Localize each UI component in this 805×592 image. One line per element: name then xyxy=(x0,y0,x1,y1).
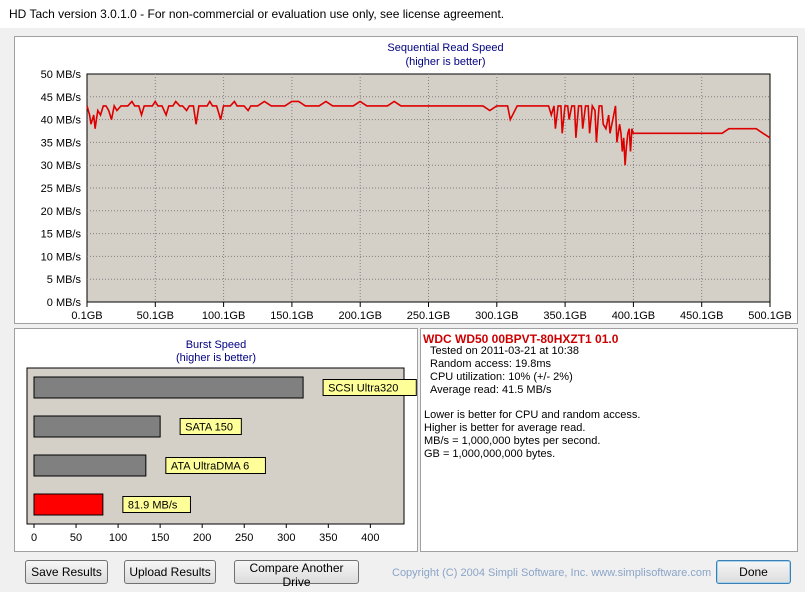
seq-y-tick-label: 50 MB/s xyxy=(41,69,82,81)
note-gb-definition: GB = 1,000,000,000 bytes. xyxy=(424,448,556,460)
compare-another-drive-button[interactable]: Compare Another Drive xyxy=(234,560,359,589)
burst-bar-label: ATA UltraDMA 6 xyxy=(171,461,249,473)
burst-x-tick-label: 250 xyxy=(235,532,253,544)
burst-x-tick-label: 350 xyxy=(319,532,337,544)
burst-bar xyxy=(33,415,161,438)
tested-on-text: Tested on 2011-03-21 at 10:38 xyxy=(430,345,580,357)
seq-y-tick-label: 35 MB/s xyxy=(41,137,82,149)
burst-x-tick-label: 0 xyxy=(31,532,37,544)
seq-chart-subtitle: (higher is better) xyxy=(405,56,485,68)
seq-x-tick-label: 100.1GB xyxy=(202,310,245,322)
burst-bar-label-box xyxy=(122,496,191,513)
drive-model: WDC WD50 00BPVT-80HXZT1 01.0 xyxy=(423,332,619,346)
burst-x-tick-label: 400 xyxy=(361,532,379,544)
done-button[interactable]: Done xyxy=(716,560,791,584)
note-average-read: Higher is better for average read. xyxy=(424,422,586,434)
burst-bar-label: SATA 150 xyxy=(185,422,233,434)
seq-read-series-line xyxy=(86,99,771,166)
window-title: HD Tach version 3.0.1.0 - For non-commer… xyxy=(9,7,505,21)
title-bar: HD Tach version 3.0.1.0 - For non-commer… xyxy=(0,0,805,28)
seq-y-tick-label: 30 MB/s xyxy=(41,160,82,172)
note-mbs-definition: MB/s = 1,000,000 bytes per second. xyxy=(424,435,601,447)
burst-bar xyxy=(33,376,304,399)
seq-x-tick-label: 0.1GB xyxy=(71,310,102,322)
seq-y-tick-label: 45 MB/s xyxy=(41,92,82,104)
seq-y-tick-label: 20 MB/s xyxy=(41,206,82,218)
seq-x-tick-label: 250.1GB xyxy=(407,310,450,322)
burst-bar-label-box xyxy=(179,418,242,435)
drive-info-panel xyxy=(420,328,798,552)
burst-chart-title: Burst Speed xyxy=(186,339,247,351)
seq-x-tick-label: 150.1GB xyxy=(270,310,313,322)
seq-x-tick-label: 350.1GB xyxy=(543,310,586,322)
burst-bar-label: SCSI Ultra320 xyxy=(328,383,398,395)
burst-bar xyxy=(33,493,104,516)
seq-y-tick-label: 0 MB/s xyxy=(47,297,82,309)
burst-x-tick-label: 200 xyxy=(193,532,211,544)
seq-x-tick-label: 450.1GB xyxy=(680,310,723,322)
seq-x-tick-label: 300.1GB xyxy=(475,310,518,322)
save-results-button[interactable]: Save Results xyxy=(25,560,108,584)
note-cpu-random: Lower is better for CPU and random acces… xyxy=(424,409,641,421)
seq-y-tick-label: 25 MB/s xyxy=(41,183,82,195)
seq-x-tick-label: 400.1GB xyxy=(612,310,655,322)
burst-bar-label: 81.9 MB/s xyxy=(128,500,178,512)
burst-bar xyxy=(33,454,147,477)
burst-bar-label-box xyxy=(165,457,266,474)
burst-x-tick-label: 100 xyxy=(109,532,127,544)
seq-y-tick-label: 15 MB/s xyxy=(41,229,82,241)
burst-x-tick-label: 300 xyxy=(277,532,295,544)
average-read-text: Average read: 41.5 MB/s xyxy=(430,384,552,396)
random-access-text: Random access: 19.8ms xyxy=(430,358,552,370)
seq-y-tick-label: 10 MB/s xyxy=(41,251,82,263)
burst-x-tick-label: 50 xyxy=(70,532,82,544)
burst-bar-label-box xyxy=(322,379,417,396)
seq-chart-title: Sequential Read Speed xyxy=(387,42,503,54)
seq-y-tick-label: 40 MB/s xyxy=(41,115,82,127)
upload-results-button[interactable]: Upload Results xyxy=(124,560,216,584)
seq-x-tick-label: 500.1GB xyxy=(748,310,791,322)
cpu-utilization-text: CPU utilization: 10% (+/- 2%) xyxy=(430,371,573,383)
seq-y-tick-label: 5 MB/s xyxy=(47,274,82,286)
seq-x-tick-label: 200.1GB xyxy=(338,310,381,322)
seq-x-tick-label: 50.1GB xyxy=(137,310,174,322)
burst-chart-subtitle: (higher is better) xyxy=(176,352,256,364)
burst-x-tick-label: 150 xyxy=(151,532,169,544)
copyright-text: Copyright (C) 2004 Simpli Software, Inc.… xyxy=(392,567,712,579)
